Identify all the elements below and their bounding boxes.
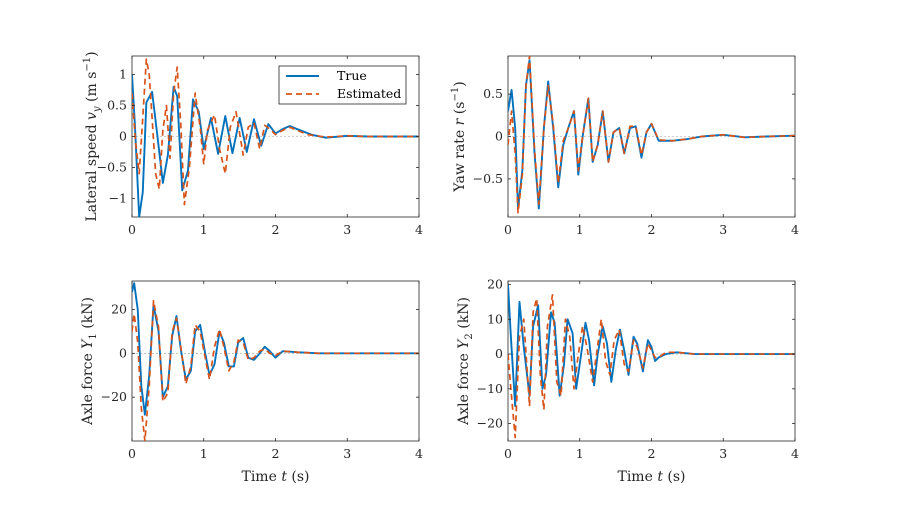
lateral-ytick-label: 1: [119, 67, 127, 82]
yaw-xtick-label: 0: [504, 222, 512, 237]
legend-true-label: True: [337, 68, 367, 83]
legend-estimated-label: Estimated: [337, 86, 401, 101]
yaw-series-true-line: [508, 59, 795, 210]
axle-force-y1-ylabel: Axle force Y1 (kN): [80, 297, 99, 426]
lateral-ytick-label: −1: [109, 190, 127, 205]
lateral-xtick-label: 3: [343, 222, 351, 237]
lateral-xtick-label: 1: [200, 222, 208, 237]
legend: True Estimated: [278, 65, 407, 105]
axle1-xtick-label: 4: [415, 446, 423, 461]
axle1-xtick-label: 2: [272, 446, 280, 461]
axle-force-y1-plot: 0 1 2 3 4 −20 0 20 Axle force Y1 (kN) Time t (s…: [80, 280, 423, 485]
axle1-ytick-label: 0: [119, 345, 127, 360]
axle2-xtick-label: 3: [719, 446, 727, 461]
axle-force-y2-xlabel: Time t (s): [617, 469, 685, 485]
lateral-ytick-label: 0.5: [107, 98, 127, 113]
axle1-ytick-label: 20: [111, 301, 127, 316]
axle2-series-estimated-line: [508, 294, 795, 439]
yaw-rate-ylabel: Yaw rate r (s−1): [450, 81, 468, 192]
yaw-xtick-label: 2: [648, 222, 656, 237]
axle2-ytick-label: 0: [495, 346, 503, 361]
axle1-ytick-label: −20: [101, 389, 127, 404]
yaw-ytick-label: 0.5: [483, 86, 503, 101]
lateral-speed-plot: 0 1 2 3 4 −1 −0.5 0 0.5 1 Lateral speed vy (m s−1…: [82, 51, 423, 237]
lateral-ytick-label: 0: [119, 129, 127, 144]
lateral-ytick-label: −0.5: [97, 159, 127, 174]
lateral-series-estimated-line: [132, 58, 419, 206]
yaw-rate-plot: 0 1 2 3 4 −0.5 0 0.5 Yaw rate r (s−1): [450, 55, 799, 237]
yaw-series-estimated-line: [508, 56, 795, 214]
axle-force-y2-plot: 0 1 2 3 4 −20 −10 0 10 20 Axle force Y2 (kN) Time…: [456, 276, 799, 485]
legend-box: [278, 65, 407, 105]
yaw-ytick-label: −0.5: [473, 171, 503, 186]
lateral-xtick-label: 4: [415, 222, 423, 237]
axle2-xtick-label: 2: [648, 446, 656, 461]
lateral-xtick-label: 2: [272, 222, 280, 237]
yaw-xtick-label: 1: [576, 222, 584, 237]
axle-force-y1-xlabel: Time t (s): [241, 469, 309, 485]
axle1-xtick-label: 0: [128, 446, 136, 461]
axle-force-y2-ylabel: Axle force Y2 (kN): [456, 297, 475, 426]
lateral-speed-ylabel: Lateral speed vy (m s−1): [82, 51, 103, 221]
axle1-xtick-label: 3: [343, 446, 351, 461]
axle-force-y1-axes-frame: [131, 280, 420, 442]
lateral-xtick-label: 0: [128, 222, 136, 237]
axle2-ytick-label: −10: [477, 381, 503, 396]
axle1-series-true-line: [132, 282, 419, 416]
yaw-xtick-label: 4: [791, 222, 799, 237]
axle2-xtick-label: 4: [791, 446, 799, 461]
axle2-xtick-label: 0: [504, 446, 512, 461]
axle2-ytick-label: 20: [487, 276, 503, 291]
axle2-xtick-label: 1: [576, 446, 584, 461]
yaw-ytick-label: 0: [495, 129, 503, 144]
lateral-series-true-line: [132, 74, 419, 217]
axle2-series-true-line: [508, 284, 795, 408]
axle1-series-estimated-line: [132, 299, 419, 441]
axle1-xtick-label: 1: [200, 446, 208, 461]
axle2-ytick-label: −20: [477, 416, 503, 431]
axle2-ytick-label: 10: [487, 311, 503, 326]
yaw-xtick-label: 3: [719, 222, 727, 237]
